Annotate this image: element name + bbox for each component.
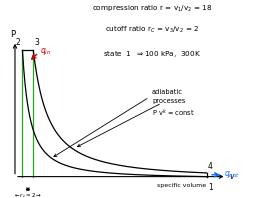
Text: $q_{out}$: $q_{out}$ [224, 169, 240, 180]
Text: 3: 3 [35, 38, 39, 47]
Text: $q_{in}$: $q_{in}$ [40, 46, 51, 57]
Text: 1: 1 [208, 183, 213, 192]
Text: state  1  $\Rightarrow$100 kPa,  300K: state 1 $\Rightarrow$100 kPa, 300K [103, 49, 201, 59]
Text: 2: 2 [15, 38, 20, 47]
Text: compression ratio r = v$_1$/v$_2$ = 18: compression ratio r = v$_1$/v$_2$ = 18 [92, 4, 212, 14]
Text: cutoff ratio r$_C$ = v$_3$/v$_2$ = 2: cutoff ratio r$_C$ = v$_3$/v$_2$ = 2 [105, 25, 199, 35]
Text: specific volume: specific volume [157, 183, 206, 188]
Text: adiabatic
processes
P v$^k$ = const: adiabatic processes P v$^k$ = const [152, 89, 195, 120]
Text: P: P [10, 30, 15, 39]
Text: v: v [229, 172, 234, 181]
Text: 4: 4 [208, 162, 213, 171]
Text: $\leftarrow r_c=2\rightarrow$: $\leftarrow r_c=2\rightarrow$ [13, 191, 42, 198]
